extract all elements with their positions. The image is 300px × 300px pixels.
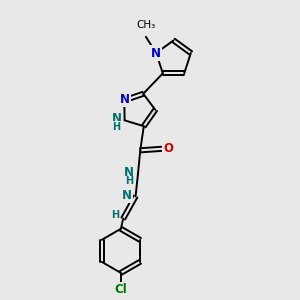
Text: N: N	[151, 46, 161, 59]
Text: N: N	[111, 112, 122, 125]
Text: H: H	[111, 210, 119, 220]
Text: N: N	[120, 93, 130, 106]
Text: N: N	[124, 167, 134, 179]
Text: H: H	[125, 176, 133, 186]
Text: CH₃: CH₃	[136, 20, 155, 30]
Text: N: N	[122, 189, 132, 203]
Text: O: O	[163, 142, 173, 155]
Text: H: H	[112, 122, 121, 132]
Text: Cl: Cl	[115, 283, 127, 296]
